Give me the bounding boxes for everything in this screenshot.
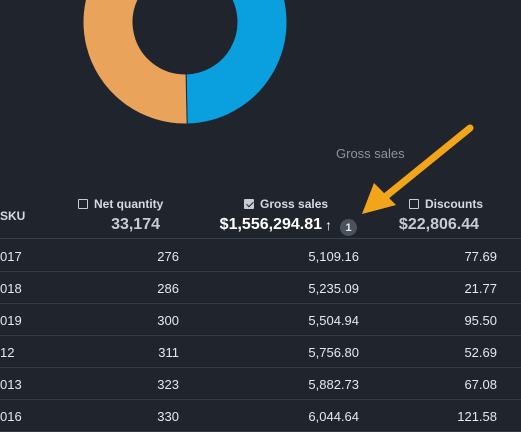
header-divider — [0, 238, 521, 239]
discounts-cell: 95.50 — [464, 313, 497, 328]
donut-slice[interactable] — [185, 0, 288, 125]
net-quantity-total: 33,174 — [111, 216, 160, 233]
net-quantity-cell: 311 — [158, 345, 179, 360]
gross-sales-label: Gross sales — [260, 197, 329, 211]
discounts-cell: 52.69 — [464, 345, 497, 360]
discounts-cell: 67.08 — [464, 377, 497, 392]
sort-ascending-icon[interactable]: ↑ — [325, 217, 332, 233]
donut-slice[interactable] — [82, 0, 188, 125]
gross-sales-cell: 6,044.64 — [308, 409, 359, 424]
discounts-checkbox[interactable] — [409, 199, 419, 209]
table-row[interactable]: 019 300 5,504.94 95.50 — [0, 303, 521, 336]
net-quantity-cell: 330 — [157, 409, 179, 424]
sku-cell: 017 — [0, 249, 22, 264]
sku-cell: 013 — [0, 377, 22, 392]
sku-column-header[interactable]: SKU — [0, 209, 26, 223]
sku-cell: 019 — [0, 313, 22, 328]
chart-caption: Gross sales — [336, 146, 405, 161]
sku-cell: 018 — [0, 281, 22, 296]
net-quantity-cell: 323 — [157, 377, 179, 392]
table-row[interactable]: 12 311 5,756.80 52.69 — [0, 335, 521, 368]
net-quantity-cell: 276 — [157, 249, 179, 264]
discounts-cell: 77.69 — [464, 249, 497, 264]
discounts-total: $22,806.44 — [398, 216, 479, 233]
gross-sales-cell: 5,882.73 — [308, 377, 359, 392]
table-row[interactable]: 017 276 5,109.16 77.69 — [0, 239, 521, 272]
gross-sales-total: $1,556,294.81 — [219, 216, 322, 233]
gross-sales-cell: 5,504.94 — [308, 313, 359, 328]
net-quantity-checkbox[interactable] — [78, 199, 88, 209]
gross-sales-donut-chart — [82, 0, 288, 125]
table-row[interactable]: 013 323 5,882.73 67.08 — [0, 367, 521, 400]
discounts-cell: 121.58 — [457, 409, 497, 424]
gross-sales-cell: 5,109.16 — [308, 249, 359, 264]
sku-cell: 016 — [0, 409, 22, 424]
discounts-cell: 21.77 — [464, 281, 497, 296]
discounts-label: Discounts — [425, 197, 484, 211]
net-quantity-cell: 300 — [157, 313, 179, 328]
gross-sales-cell: 5,235.09 — [308, 281, 359, 296]
gross-sales-column-header[interactable]: Gross sales — [244, 197, 328, 211]
gross-sales-checkbox[interactable] — [244, 199, 254, 209]
discounts-column-header[interactable]: Discounts — [409, 197, 483, 211]
net-quantity-cell: 286 — [157, 281, 179, 296]
sort-order-badge: 1 — [340, 219, 357, 236]
table-row[interactable]: 018 286 5,235.09 21.77 — [0, 271, 521, 304]
net-quantity-column-header[interactable]: Net quantity — [78, 197, 163, 211]
sku-cell: 12 — [0, 345, 15, 360]
net-quantity-label: Net quantity — [94, 197, 164, 211]
gross-sales-cell: 5,756.80 — [308, 345, 359, 360]
